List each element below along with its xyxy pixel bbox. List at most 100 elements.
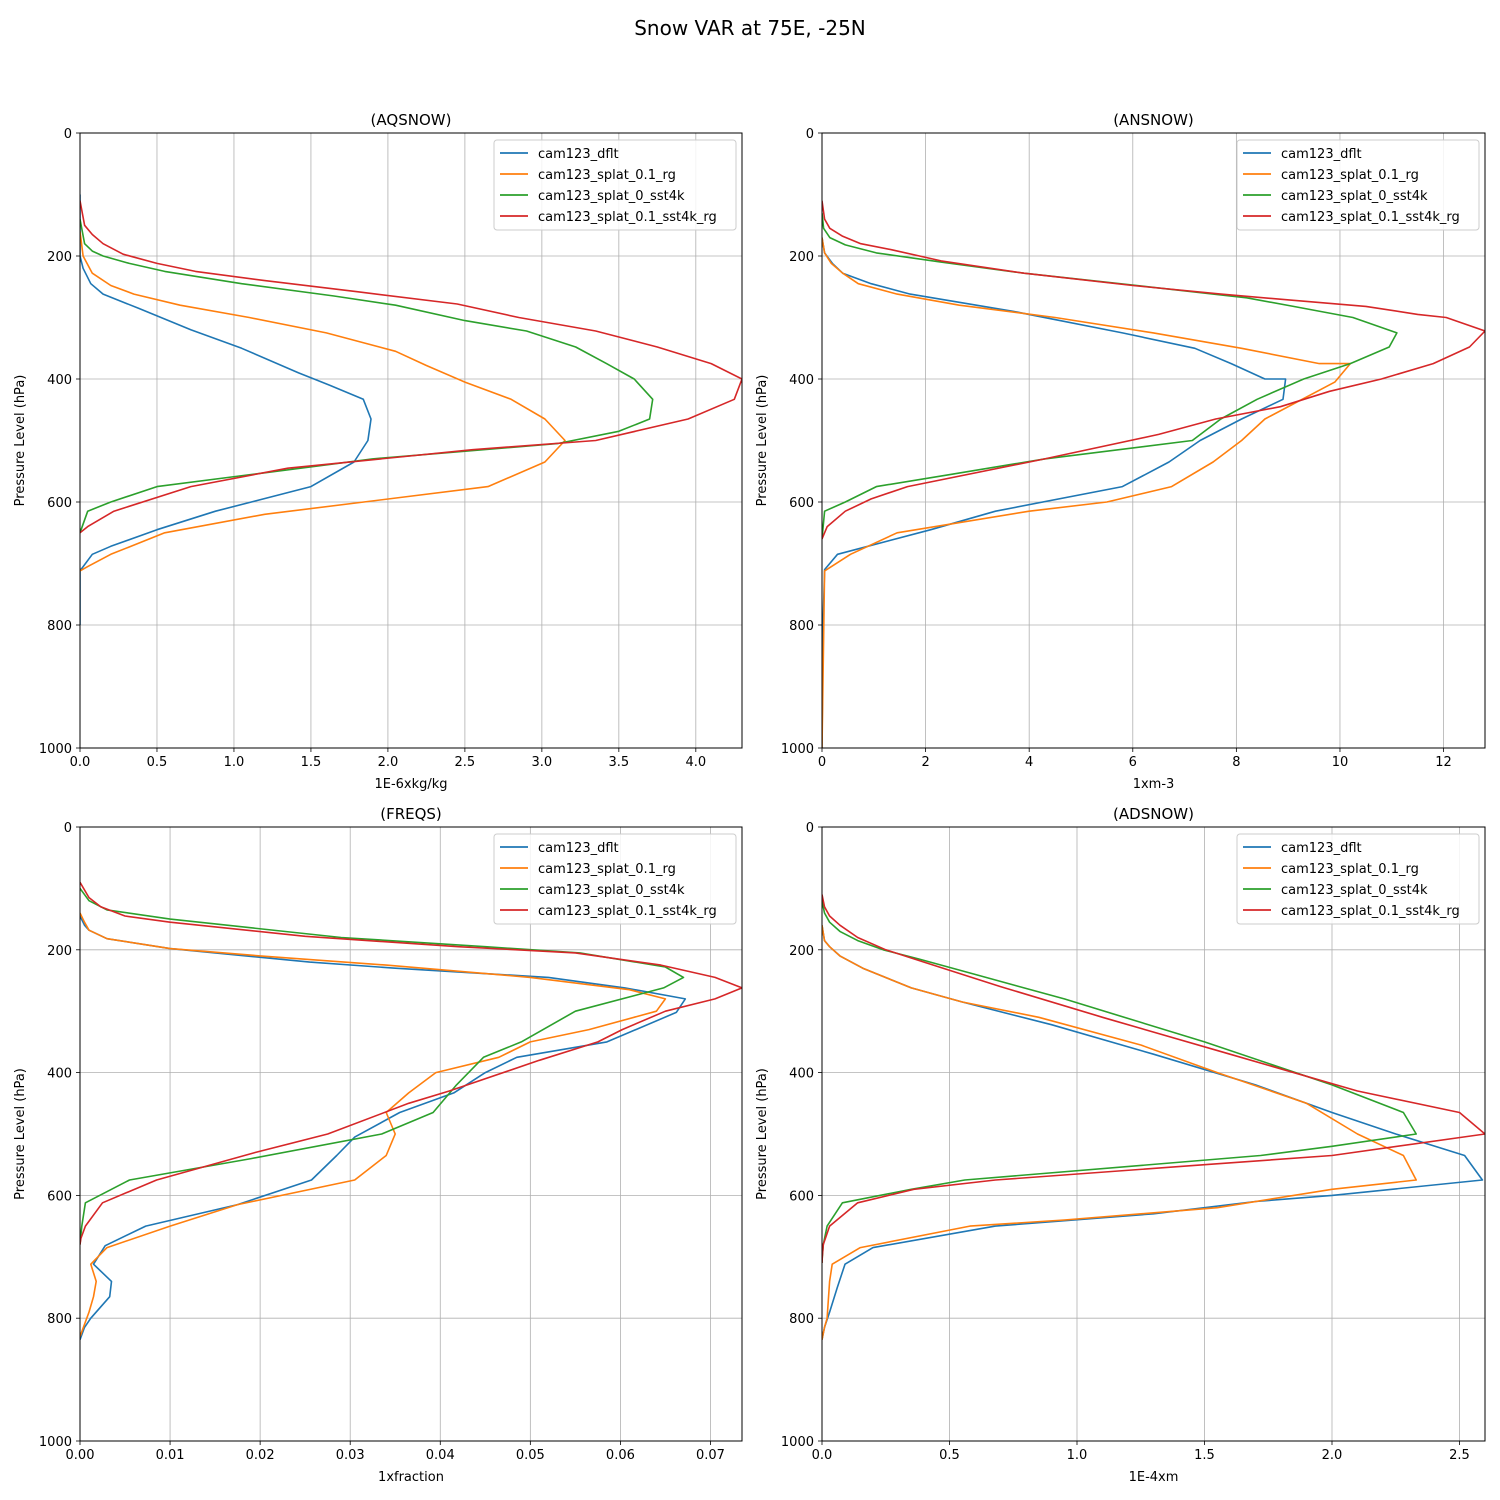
legend-box [493,139,737,231]
axes-frame [79,826,743,1442]
x-tick-label: 0.03 [336,1448,365,1463]
x-tick-label: 4 [1025,755,1033,770]
y-tick-label: 0 [806,127,814,142]
x-tick-label: 2.5 [1449,1448,1470,1463]
y-axis-label: Pressure Level (hPa) [13,1068,28,1200]
x-tick-label: 0.5 [939,1448,960,1463]
legend-box [1236,139,1480,231]
legend-box [493,833,737,925]
y-tick-label: 600 [47,496,72,511]
figure-title: Snow VAR at 75E, -25N [634,16,866,40]
x-tick-label: 3.5 [608,755,629,770]
legend-label: cam123_splat_0.1_rg [1281,168,1419,183]
legend-label: cam123_splat_0.1_rg [1281,862,1419,877]
panel-title: (FREQS) [380,805,442,823]
y-tick-label: 200 [47,250,72,265]
x-tick-label: 1.5 [301,755,322,770]
legend-box [1236,833,1480,925]
x-tick-label: 2.0 [1322,1448,1343,1463]
legend-label: cam123_splat_0.1_sst4k_rg [1281,904,1460,919]
x-axis-label: 1xm-3 [1133,777,1175,792]
series-group [822,894,1485,1340]
x-tick-label: 0.04 [426,1448,455,1463]
y-tick-label: 600 [789,1189,814,1204]
x-tick-label: 3.0 [532,755,553,770]
x-tick-label: 0.01 [156,1448,185,1463]
x-tick-label: 4.0 [685,755,706,770]
y-tick-label: 400 [47,1067,72,1082]
y-tick-label: 1000 [39,1435,72,1450]
legend-label: cam123_dflt [538,147,619,162]
axes-frame [821,826,1486,1442]
panel-title: (ANSNOW) [1113,111,1194,129]
legend-label: cam123_splat_0.1_rg [538,862,676,877]
x-tick-label: 8 [1232,755,1240,770]
series-line-cam123-splat-0-1-sst4k-rg [80,200,742,534]
legend-label: cam123_splat_0.1_rg [538,168,676,183]
legend-label: cam123_splat_0.1_sst4k_rg [1281,210,1460,225]
y-tick-label: 1000 [39,742,72,757]
y-tick-label: 400 [789,373,814,388]
panel-ansnow: 0 2 4 6 8 10 12 0 200 400 600 800 1000 (ANSNOW) 1xm-3 P… [755,111,1486,792]
x-tick-label: 10 [1332,755,1349,770]
x-tick-label: 0.5 [147,755,168,770]
legend: cam123_dflt cam123_splat_0.1_rg cam123_spl… [493,833,737,925]
panel-title: (ADSNOW) [1113,805,1194,823]
series-line-cam123-dflt [822,925,1484,1340]
y-tick-label: 1000 [781,1435,814,1450]
x-axis-label: 1E-4xm [1129,1470,1179,1485]
x-tick-label: 1.0 [1067,1448,1088,1463]
y-tick-label: 200 [789,250,814,265]
y-tick-label: 800 [47,619,72,634]
axes-frame [821,132,1486,749]
series-line-cam123-splat-0-1-rg [80,231,566,572]
panel-freqs: 0.00 0.01 0.02 0.03 0.04 0.05 0.06 0.07 0 200 400 6… [13,805,743,1485]
legend-label: cam123_splat_0_sst4k [1281,883,1428,898]
x-tick-label: 0.05 [516,1448,545,1463]
series-line-cam123-splat-0-sst4k [822,900,1417,1263]
series-line-cam123-splat-0-1-rg [822,237,1352,748]
legend-label: cam123_splat_0_sst4k [1281,189,1428,204]
x-tick-label: 0.02 [246,1448,275,1463]
series-group [80,194,742,625]
x-tick-label: 0.00 [66,1448,95,1463]
legend: cam123_dflt cam123_splat_0.1_rg cam123_spl… [493,139,737,231]
x-tick-label: 0.06 [606,1448,635,1463]
x-tick-label: 0.07 [696,1448,725,1463]
legend-label: cam123_splat_0.1_sst4k_rg [538,904,717,919]
x-tick-label: 0.0 [70,755,91,770]
legend-label: cam123_splat_0.1_sst4k_rg [538,210,717,225]
series-line-cam123-dflt [822,237,1287,748]
series-line-cam123-splat-0-1-rg [80,912,667,1337]
series-line-cam123-splat-0-1-sst4k-rg [822,894,1485,1263]
x-axis-label: 1E-6xkg/kg [374,777,447,792]
x-tick-label: 6 [1129,755,1137,770]
legend-label: cam123_dflt [1281,147,1362,162]
series-line-cam123-splat-0-1-rg [822,925,1417,1340]
x-tick-label: 2.5 [455,755,476,770]
series-group [822,200,1485,748]
y-tick-label: 0 [806,821,814,836]
legend: cam123_dflt cam123_splat_0.1_rg cam123_spl… [1236,833,1480,925]
y-tick-label: 600 [789,496,814,511]
y-tick-label: 0 [64,127,72,142]
y-tick-label: 1000 [781,742,814,757]
x-tick-label: 0 [818,755,826,770]
legend: cam123_dflt cam123_splat_0.1_rg cam123_spl… [1236,139,1480,231]
panel-aqsnow: 0.0 0.5 1.0 1.5 2.0 2.5 3.0 3.5 4.0 0 200 400 600 800… [13,111,743,792]
x-tick-label: 2.0 [378,755,399,770]
y-axis-label: Pressure Level (hPa) [13,375,28,507]
series-line-cam123-splat-0-1-sst4k-rg [822,200,1485,540]
series-line-cam123-splat-0-sst4k [80,218,654,534]
legend-label: cam123_dflt [1281,841,1362,856]
y-axis-label: Pressure Level (hPa) [755,375,770,507]
y-tick-label: 400 [789,1067,814,1082]
series-line-cam123-splat-0-sst4k [80,887,685,1245]
legend-label: cam123_splat_0_sst4k [538,189,685,204]
y-axis-label: Pressure Level (hPa) [755,1068,770,1200]
series-line-cam123-dflt [80,194,372,625]
y-tick-label: 200 [789,944,814,959]
series-line-cam123-splat-0-1-sst4k-rg [80,881,742,1245]
panel-title: (AQSNOW) [371,111,452,129]
